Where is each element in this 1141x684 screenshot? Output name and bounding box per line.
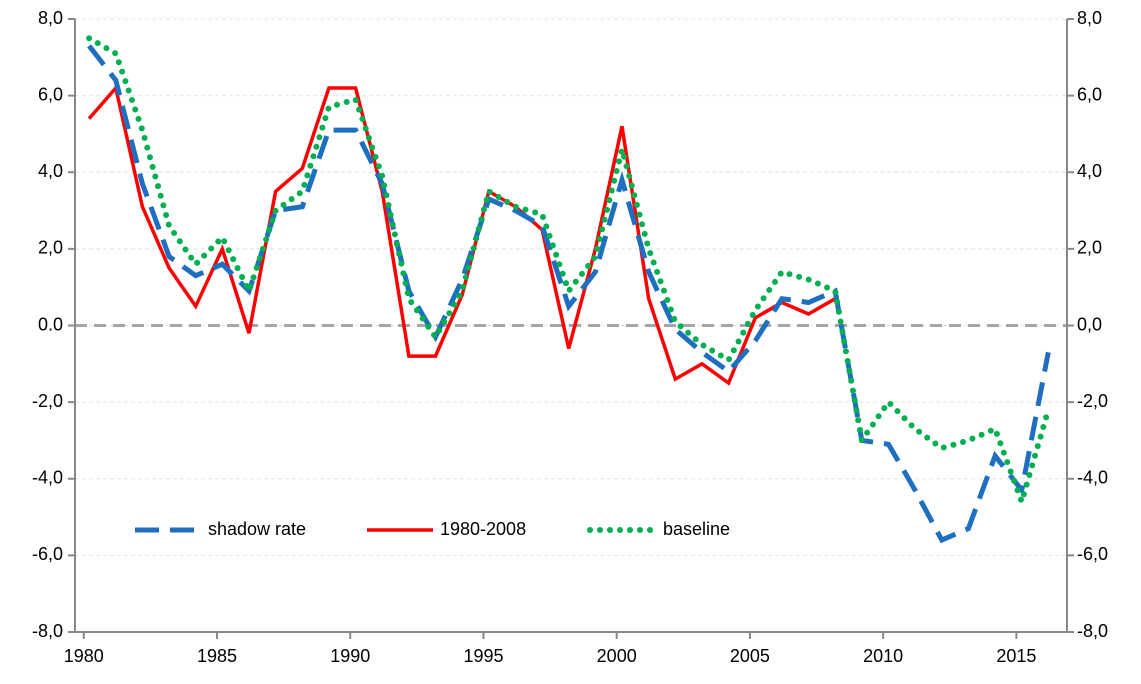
x-tick-label: 1990 xyxy=(330,646,370,666)
legend-label: 1980-2008 xyxy=(440,519,526,539)
y-tick-label: 6,0 xyxy=(38,84,63,104)
x-tick-label: 1995 xyxy=(463,646,503,666)
x-tick-label: 2010 xyxy=(863,646,903,666)
y-tick-label: 4,0 xyxy=(38,161,63,181)
series-line xyxy=(87,84,837,386)
y-tick-label: -8,0 xyxy=(32,621,63,641)
y-tick-label: -4,0 xyxy=(32,468,63,488)
x-tick-label: 2005 xyxy=(730,646,770,666)
y-tick-label: 8,0 xyxy=(38,8,63,28)
y2-tick-label: -6,0 xyxy=(1077,544,1108,564)
y-tick-label: 0.0 xyxy=(38,314,63,334)
y2-tick-label: -4,0 xyxy=(1077,468,1108,488)
legend-label: baseline xyxy=(663,519,730,539)
x-tick-label: 2015 xyxy=(996,646,1036,666)
y2-tick-label: 2,0 xyxy=(1077,238,1102,258)
series-line xyxy=(87,44,1051,544)
y-tick-label: -6,0 xyxy=(32,544,63,564)
x-tick-label: 1985 xyxy=(197,646,237,666)
series-line xyxy=(86,35,1052,512)
y2-tick-label: 6,0 xyxy=(1077,84,1102,104)
y2-tick-label: -8,0 xyxy=(1077,621,1108,641)
y2-tick-label: 4,0 xyxy=(1077,161,1102,181)
y2-tick-label: -2,0 xyxy=(1077,391,1108,411)
y2-tick-label: 0,0 xyxy=(1077,314,1102,334)
x-tick-label: 2000 xyxy=(597,646,637,666)
y-tick-label: 2,0 xyxy=(38,238,63,258)
x-tick-label: 1980 xyxy=(64,646,104,666)
y2-tick-label: 8,0 xyxy=(1077,8,1102,28)
legend-label: shadow rate xyxy=(208,519,306,539)
y-tick-label: -2,0 xyxy=(32,391,63,411)
